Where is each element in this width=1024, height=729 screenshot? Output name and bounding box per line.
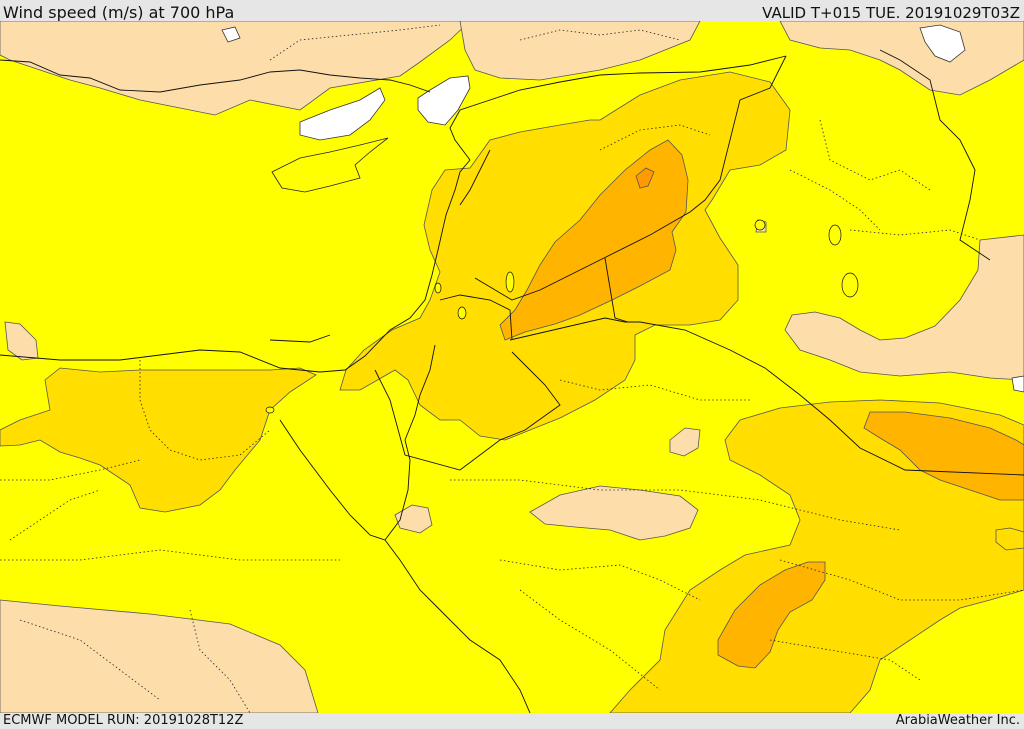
- wind-speed-map: [0, 21, 1024, 713]
- model-run: ECMWF MODEL RUN: 20191028T12Z: [3, 713, 244, 728]
- no-data-areas: [221, 24, 1024, 393]
- credit-text: ArabiaWeather Inc.: [895, 713, 1020, 728]
- map-title: Wind speed (m/s) at 700 hPa: [3, 3, 235, 22]
- cyprus-outline: [271, 137, 389, 193]
- peak-wind-regions: [635, 167, 655, 189]
- footer-bar: ECMWF MODEL RUN: 20191028T12Z ArabiaWeat…: [0, 713, 1024, 729]
- high-wind-regions: [499, 139, 1024, 669]
- valid-time: VALID T+015 TUE. 20191029T03Z: [762, 4, 1020, 22]
- header-bar: Wind speed (m/s) at 700 hPa VALID T+015 …: [0, 0, 1024, 22]
- dotted-borders: [0, 24, 1024, 713]
- coastlines: [0, 49, 1024, 713]
- low-wind-regions: [0, 21, 1024, 713]
- islands: [265, 219, 859, 414]
